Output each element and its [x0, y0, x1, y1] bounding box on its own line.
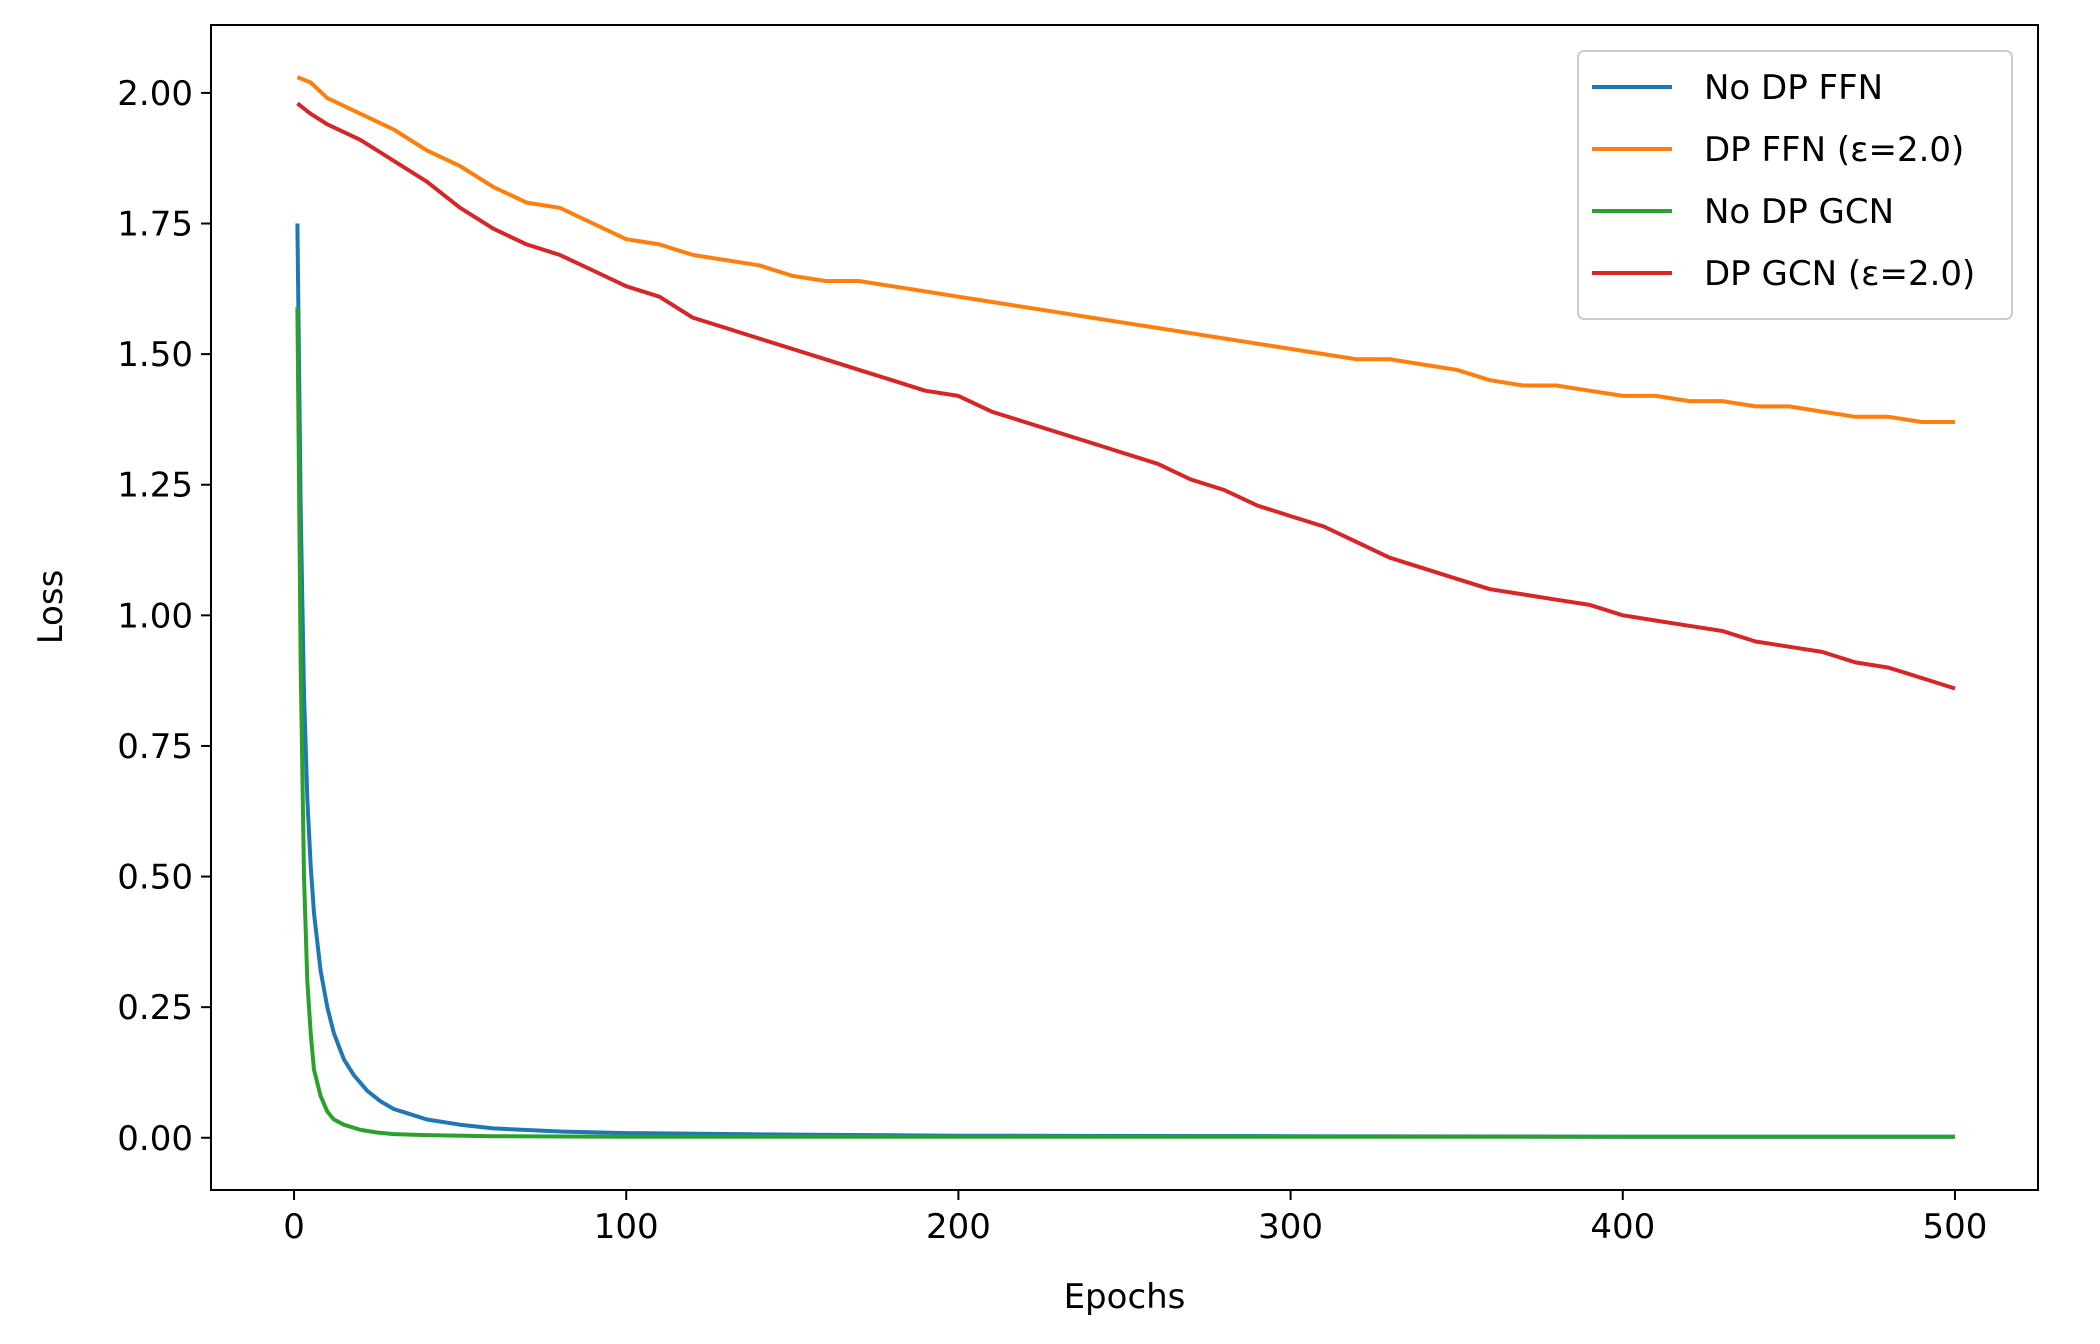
y-tick-label: 1.75 [117, 205, 193, 245]
x-axis-title: Epochs [1064, 1277, 1186, 1317]
y-axis: 0.00 0.25 0.50 0.75 1.00 1.25 1.50 1.75 2.00 [117, 74, 211, 1159]
legend-label: No DP FFN [1704, 68, 1883, 108]
x-tick-label: 100 [594, 1207, 659, 1247]
x-tick-label: 0 [283, 1207, 305, 1247]
legend-label: No DP GCN [1704, 192, 1894, 232]
series-line-1 [295, 223, 1955, 1139]
plot-frame [210, 24, 2039, 1191]
y-tick-label: 1.00 [117, 596, 193, 636]
y-tick-label: 0.00 [117, 1119, 193, 1159]
y-tick-label: 2.00 [117, 74, 193, 114]
y-tick-label: 0.75 [117, 727, 193, 767]
legend-box [1577, 50, 2013, 320]
y-tick-label: 0.50 [117, 858, 193, 898]
y-tick-label: 0.25 [117, 988, 193, 1028]
x-tick-label: 400 [1590, 1207, 1655, 1247]
y-tick-label: 1.25 [117, 466, 193, 506]
x-tick-label: 500 [1923, 1207, 1988, 1247]
legend: No DP FFN DP FFN (ε=2.0) No DP GCN DP GCN (… [1577, 50, 2013, 320]
series-line-4 [296, 101, 1956, 691]
x-tick-label: 200 [926, 1207, 991, 1247]
plot-lines [295, 75, 1956, 1139]
y-axis-title: Loss [31, 570, 71, 645]
y-tick-label: 1.50 [117, 335, 193, 375]
x-tick-label: 300 [1258, 1207, 1323, 1247]
series-line-3 [295, 307, 1955, 1139]
x-axis: 0 100 200 300 400 500 [283, 1190, 1987, 1247]
legend-label: DP FFN (ε=2.0) [1704, 130, 1964, 170]
series-line-2 [296, 75, 1955, 424]
legend-label: DP GCN (ε=2.0) [1704, 254, 1975, 294]
